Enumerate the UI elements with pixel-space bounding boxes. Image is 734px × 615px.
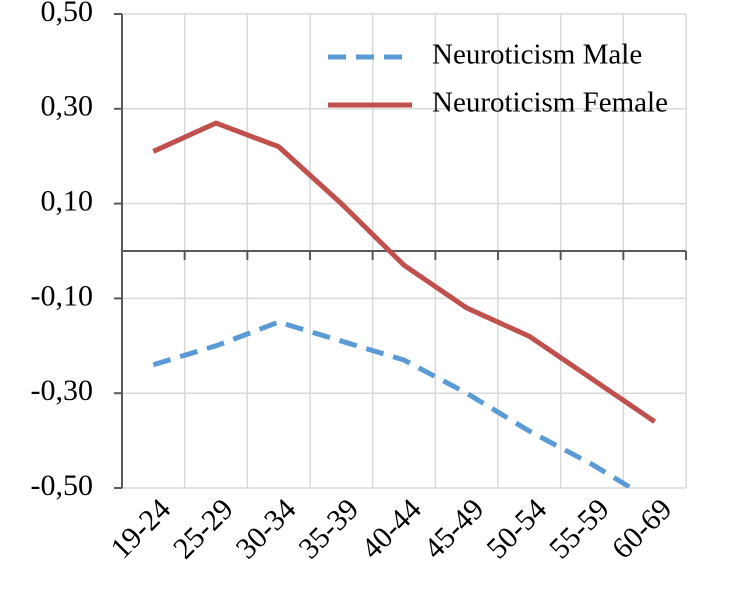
x-tick-label: 50-54 [480,492,553,565]
plot-area [152,120,657,488]
x-tick-label: 60-69 [606,492,679,565]
y-tick-label: -0,10 [31,279,94,312]
y-tick-label: 0,50 [41,0,94,28]
line-series [152,319,636,488]
x-tick-label: 55-59 [543,492,616,565]
y-tick-label: -0,50 [31,469,94,502]
legend-label: Neuroticism Male [432,39,642,71]
y-tick-label: 0,10 [41,184,94,217]
line-series [152,120,657,424]
x-tick-label: 35-39 [292,492,365,565]
x-tick-label: 30-34 [230,492,303,565]
y-tick-label: -0,30 [31,374,94,407]
x-tick-label: 40-44 [355,492,428,565]
x-tick-label: 25-29 [167,492,240,565]
x-tick-label: 19-24 [104,492,177,565]
y-tick-label: 0,30 [41,90,94,123]
x-tick-label: 45-49 [418,492,491,565]
legend-label: Neuroticism Female [432,87,668,119]
